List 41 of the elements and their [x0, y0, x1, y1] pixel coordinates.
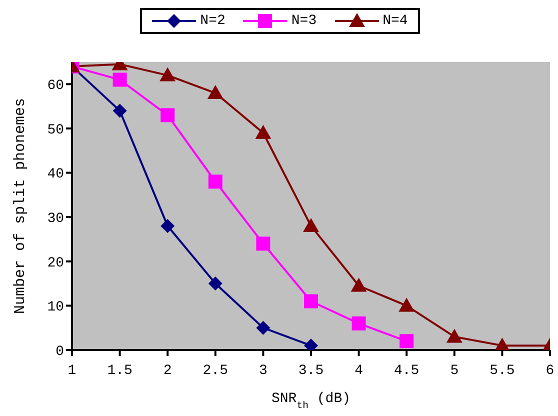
x-tick-label: 3.5 [298, 362, 324, 379]
point [398, 298, 415, 312]
point [352, 316, 366, 330]
point [160, 108, 175, 122]
point [160, 218, 175, 233]
x-tick-label: 1.5 [107, 362, 132, 379]
point [208, 174, 222, 189]
y-tick-label: 40 [47, 166, 64, 183]
point [160, 67, 176, 82]
x-tick-label: 4 [354, 362, 364, 379]
y-tick-label: 50 [47, 122, 64, 138]
y-axis-title: Number of split phonemes [12, 98, 29, 314]
y-tick-label: 20 [47, 255, 64, 272]
y-tick-label: 0 [56, 344, 64, 360]
point [304, 294, 318, 308]
point [256, 236, 270, 251]
point [350, 278, 367, 292]
x-tick-label: 6 [546, 362, 554, 379]
point [255, 124, 272, 139]
point [400, 334, 414, 348]
x-tick-label: 1 [68, 362, 76, 379]
x-tick-label: 2 [163, 362, 172, 379]
y-tick-label: 30 [47, 211, 64, 228]
x-axis-title: SNR$_{th}$ (dB) [272, 391, 350, 410]
point [208, 276, 222, 291]
legend-label: N=4 [382, 13, 408, 29]
x-tick-label: 2.5 [202, 362, 228, 379]
point [207, 85, 224, 100]
point [112, 72, 127, 87]
x-tick-label: 5.5 [490, 362, 515, 379]
legend-label: N=2 [200, 13, 226, 29]
point [446, 328, 462, 343]
legend-label: N=3 [291, 13, 317, 29]
point [256, 320, 270, 335]
point [303, 218, 319, 232]
x-tick-label: 5 [450, 362, 459, 379]
y-tick-label: 60 [47, 78, 64, 94]
y-tick-label: 10 [47, 300, 64, 316]
point [112, 104, 127, 118]
x-tick-label: 3 [258, 362, 268, 379]
x-tick-label: 4.5 [394, 362, 420, 379]
